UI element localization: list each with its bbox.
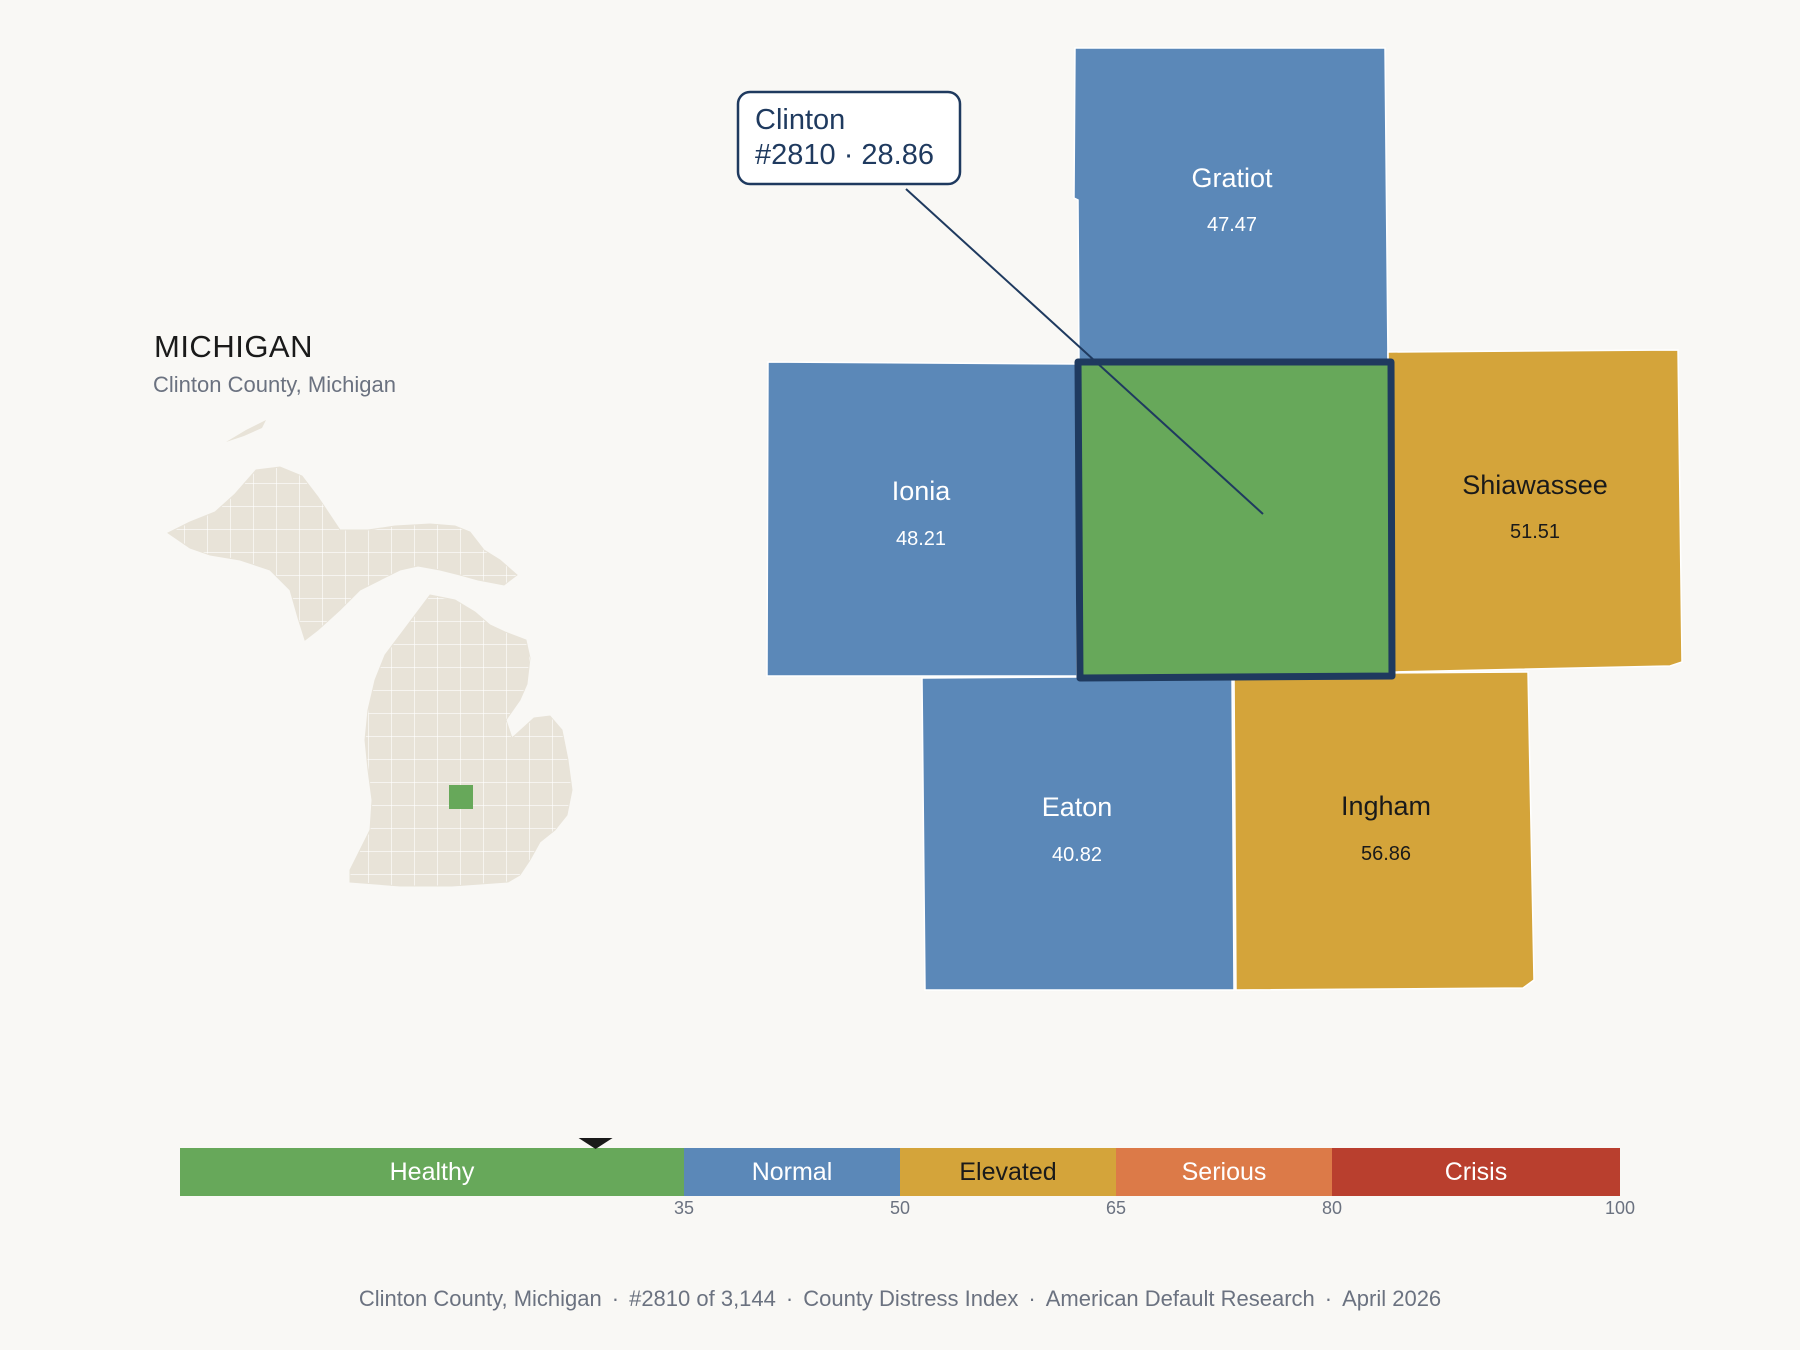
lower-peninsula-shape <box>349 594 573 887</box>
county-name-ionia: Ionia <box>892 476 952 506</box>
county-value-eaton: 40.82 <box>1052 844 1102 866</box>
legend-band-elevated <box>900 1148 1116 1196</box>
footer-index-name: County Distress Index <box>803 1286 1019 1311</box>
county-label-gratiot: Gratiot 47.47 <box>1191 163 1273 236</box>
upper-peninsula-shape <box>167 466 518 641</box>
isle-royale-shape <box>226 420 266 442</box>
callout-leader-line <box>905 188 1264 515</box>
county-eaton[interactable] <box>921 675 1235 991</box>
michigan-locator-map <box>167 420 573 887</box>
legend-band-healthy <box>180 1148 684 1196</box>
legend-tick-label: 80 <box>1322 1198 1342 1218</box>
footer-rank: #2810 of 3,144 <box>629 1286 776 1311</box>
legend-band-crisis <box>1332 1148 1620 1196</box>
county-value-ionia: 48.21 <box>896 528 946 550</box>
county-label-ionia: Ionia 48.21 <box>892 476 952 550</box>
legend-tick-label: 35 <box>674 1198 694 1218</box>
legend-band-normal <box>684 1148 900 1196</box>
score-marker-icon <box>578 1138 613 1149</box>
county-label-eaton: Eaton 40.82 <box>1042 792 1113 866</box>
county-value-ingham: 56.86 <box>1361 843 1411 865</box>
county-gratiot[interactable] <box>1073 47 1389 363</box>
footer-source: American Default Research <box>1045 1286 1315 1311</box>
legend-band-label-crisis: Crisis <box>1445 1158 1508 1186</box>
legend-band-serious <box>1116 1148 1332 1196</box>
county-ionia[interactable] <box>766 361 1078 677</box>
county-ingham[interactable] <box>1233 671 1535 991</box>
legend-tick-label: 50 <box>890 1198 910 1218</box>
legend-band-label-healthy: Healthy <box>390 1158 475 1186</box>
legend-tick-label: 100 <box>1605 1198 1635 1218</box>
county-name-eaton: Eaton <box>1042 792 1113 822</box>
locator-clinton-highlight <box>449 785 473 809</box>
county-name-shiawassee: Shiawassee <box>1462 470 1608 500</box>
footer-credits: Clinton County, Michigan · #2810 of 3,144 ·… <box>0 1286 1800 1312</box>
footer-separator: · <box>1324 1286 1333 1311</box>
county-value-shiawassee: 51.51 <box>1510 521 1560 543</box>
county-clinton[interactable] <box>1074 358 1396 682</box>
footer-county: Clinton County, Michigan <box>358 1286 602 1311</box>
county-label-shiawassee: Shiawassee 51.51 <box>1462 470 1608 543</box>
footer-separator: · <box>1028 1286 1036 1311</box>
legend-band-label-elevated: Elevated <box>959 1158 1056 1186</box>
callout-county-name: Clinton <box>755 104 845 136</box>
county-label-ingham: Ingham 56.86 <box>1341 791 1431 865</box>
legend-band-label-serious: Serious <box>1182 1158 1267 1186</box>
legend-band-label-normal: Normal <box>752 1158 833 1186</box>
county-detail-map: Gratiot 47.47 Ionia 48.21 Shiawassee 51.… <box>736 47 1683 991</box>
callout-box <box>736 90 962 186</box>
footer-date: April 2026 <box>1342 1286 1442 1311</box>
county-name-gratiot: Gratiot <box>1191 163 1273 193</box>
footer-separator: · <box>611 1286 620 1311</box>
footer-separator: · <box>785 1286 794 1311</box>
county-shiawassee[interactable] <box>1387 349 1683 673</box>
distress-scale-legend: Healthy Normal Elevated Serious Crisis 35 50 65… <box>180 1138 1635 1218</box>
legend-tick-label: 65 <box>1106 1198 1126 1218</box>
county-name-ingham: Ingham <box>1341 791 1431 821</box>
state-subtitle: Clinton County, Michigan <box>153 372 396 397</box>
callout-rank-value: #2810 · 28.86 <box>755 139 934 171</box>
county-value-gratiot: 47.47 <box>1207 214 1257 236</box>
state-title: MICHIGAN <box>154 329 313 364</box>
